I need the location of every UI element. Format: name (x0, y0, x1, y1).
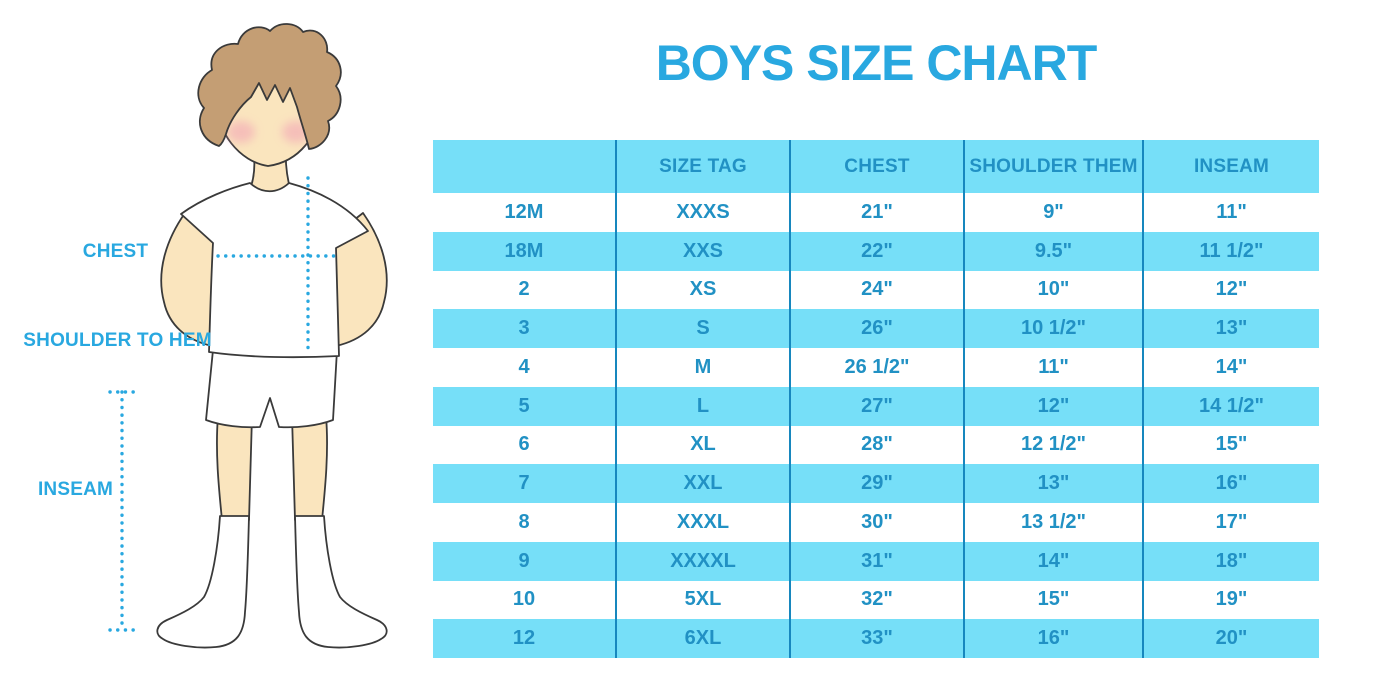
table-cell: 15" (963, 580, 1143, 620)
table-cell: 21" (789, 193, 964, 232)
table-cell: 11 1/2" (1142, 231, 1319, 271)
table-cell: 13 1/2" (963, 503, 1143, 542)
table-cell: 12" (963, 386, 1143, 426)
table-cell: 11" (1142, 193, 1319, 232)
table-row: 18M XXS 22" 9.5" 11 1/2" (433, 231, 1319, 271)
table-cell: S (615, 309, 790, 348)
table-cell: 8 (433, 503, 616, 542)
table-cell: 11" (963, 348, 1143, 387)
table-cell: 14" (963, 541, 1143, 581)
table-cell: 5XL (615, 580, 790, 620)
table-cell: 30" (789, 503, 964, 542)
table-cell: 19" (1142, 580, 1319, 620)
table-row: 3 S 26" 10 1/2" 13" (433, 309, 1319, 348)
table-cell: 31" (789, 541, 964, 581)
boy-figure-illustration (108, 23, 388, 649)
table-cell: 18" (1142, 541, 1319, 581)
table-row: 8 XXXL 30" 13 1/2" 17" (433, 503, 1319, 542)
blush-left-cheek (227, 121, 255, 143)
header-cell-shoulder: SHOULDER THEM (963, 140, 1143, 193)
table-row: 5 L 27" 12" 14 1/2" (433, 386, 1319, 426)
table-cell: 28" (789, 425, 964, 465)
table-cell: 12" (1142, 270, 1319, 310)
table-cell: 22" (789, 231, 964, 271)
table-cell: 20" (1142, 619, 1319, 658)
table-cell: 6 (433, 425, 616, 465)
table-row: 10 5XL 32" 15" 19" (433, 580, 1319, 620)
table-cell: 26 1/2" (789, 348, 964, 387)
table-cell: 13" (1142, 309, 1319, 348)
table-cell: 6XL (615, 619, 790, 658)
chest-label: CHEST (82, 241, 149, 262)
table-cell: 16" (963, 619, 1143, 658)
left-leg (216, 415, 253, 521)
table-row: 2 XS 24" 10" 12" (433, 270, 1319, 310)
table-cell: L (615, 386, 790, 426)
header-cell-inseam: INSEAM (1142, 140, 1319, 193)
table-row: 12 6XL 33" 16" 20" (433, 619, 1319, 658)
table-cell: 4 (433, 348, 616, 387)
table-row: 6 XL 28" 12 1/2" 15" (433, 425, 1319, 465)
table-cell: 26" (789, 309, 964, 348)
table-cell: XS (615, 270, 790, 310)
table-cell: XXS (615, 231, 790, 271)
table-cell: XL (615, 425, 790, 465)
table-cell: 14 1/2" (1142, 386, 1319, 426)
table-row: 4 M 26 1/2" 11" 14" (433, 348, 1319, 387)
size-table: SIZE TAG CHEST SHOULDER THEM INSEAM 12M X… (433, 140, 1319, 658)
header-cell-size-tag: SIZE TAG (615, 140, 790, 193)
table-cell: 7 (433, 464, 616, 503)
table-cell: 10 (433, 580, 616, 620)
t-shirt (180, 182, 369, 359)
table-cell: 10 1/2" (963, 309, 1143, 348)
hair (197, 23, 342, 150)
table-cell: 16" (1142, 464, 1319, 503)
table-cell: 10" (963, 270, 1143, 310)
table-cell: 15" (1142, 425, 1319, 465)
table-cell: 3 (433, 309, 616, 348)
table-cell: XXXL (615, 503, 790, 542)
table-cell: 12 1/2" (963, 425, 1143, 465)
table-row: 7 XXL 29" 13" 16" (433, 464, 1319, 503)
table-cell: XXXXL (615, 541, 790, 581)
table-cell: 17" (1142, 503, 1319, 542)
shoulder-to-hem-label: SHOULDER TO HEM (23, 330, 212, 351)
right-leg (291, 415, 328, 521)
table-cell: 5 (433, 386, 616, 426)
size-table-body: 12M XXXS 21" 9" 11" 18M XXS 22" 9.5" 11 1/2" 2 XS 24… (433, 193, 1319, 658)
table-cell: 9.5" (963, 231, 1143, 271)
table-cell: 27" (789, 386, 964, 426)
table-cell: 24" (789, 270, 964, 310)
right-sock (294, 515, 388, 649)
header-cell-chest: CHEST (789, 140, 964, 193)
table-cell: 13" (963, 464, 1143, 503)
header-cell-size (433, 140, 616, 193)
table-cell: XXL (615, 464, 790, 503)
inseam-label: INSEAM (37, 479, 114, 500)
table-cell: 18M (433, 231, 616, 271)
table-cell: 29" (789, 464, 964, 503)
table-row: 9 XXXXL 31" 14" 18" (433, 541, 1319, 581)
left-sock (156, 515, 250, 649)
table-cell: M (615, 348, 790, 387)
page-title: BOYS SIZE CHART (655, 35, 1098, 91)
table-cell: 2 (433, 270, 616, 310)
table-cell: 32" (789, 580, 964, 620)
shorts (205, 349, 338, 429)
table-cell: 9 (433, 541, 616, 581)
table-cell: 14" (1142, 348, 1319, 387)
table-cell: 12M (433, 193, 616, 232)
table-header-row: SIZE TAG CHEST SHOULDER THEM INSEAM (433, 140, 1319, 193)
table-cell: XXXS (615, 193, 790, 232)
table-cell: 33" (789, 619, 964, 658)
table-cell: 12 (433, 619, 616, 658)
table-cell: 9" (963, 193, 1143, 232)
table-row: 12M XXXS 21" 9" 11" (433, 193, 1319, 232)
